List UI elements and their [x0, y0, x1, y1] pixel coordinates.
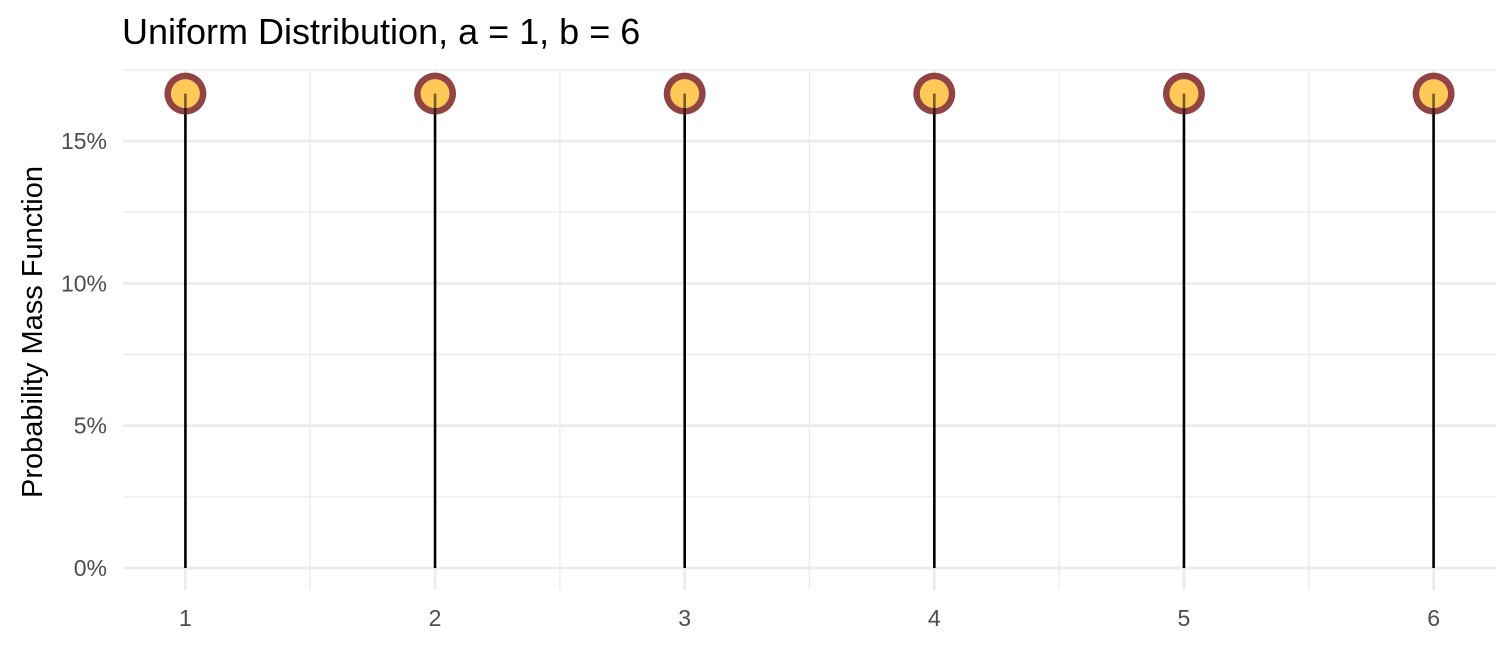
- points: [164, 72, 1455, 115]
- x-tick-label: 2: [429, 605, 442, 631]
- x-tick-label: 1: [179, 605, 192, 631]
- y-axis-title: Probability Mass Function: [17, 166, 49, 498]
- stems: [184, 93, 1435, 568]
- y-tick-label: 0%: [74, 555, 107, 581]
- chart-title: Uniform Distribution, a = 1, b = 6: [122, 11, 640, 52]
- x-tick-label: 4: [928, 605, 941, 631]
- y-tick-label: 5%: [74, 413, 107, 439]
- y-axis-ticks: 0% 5% 10% 15%: [61, 128, 107, 581]
- x-axis-ticks: 1 2 3 4 5 6: [179, 605, 1440, 631]
- x-tick-label: 5: [1178, 605, 1191, 631]
- y-tick-label: 10%: [61, 270, 107, 296]
- x-tick-label: 6: [1427, 605, 1440, 631]
- x-tick-label: 3: [678, 605, 691, 631]
- y-tick-label: 15%: [61, 128, 107, 154]
